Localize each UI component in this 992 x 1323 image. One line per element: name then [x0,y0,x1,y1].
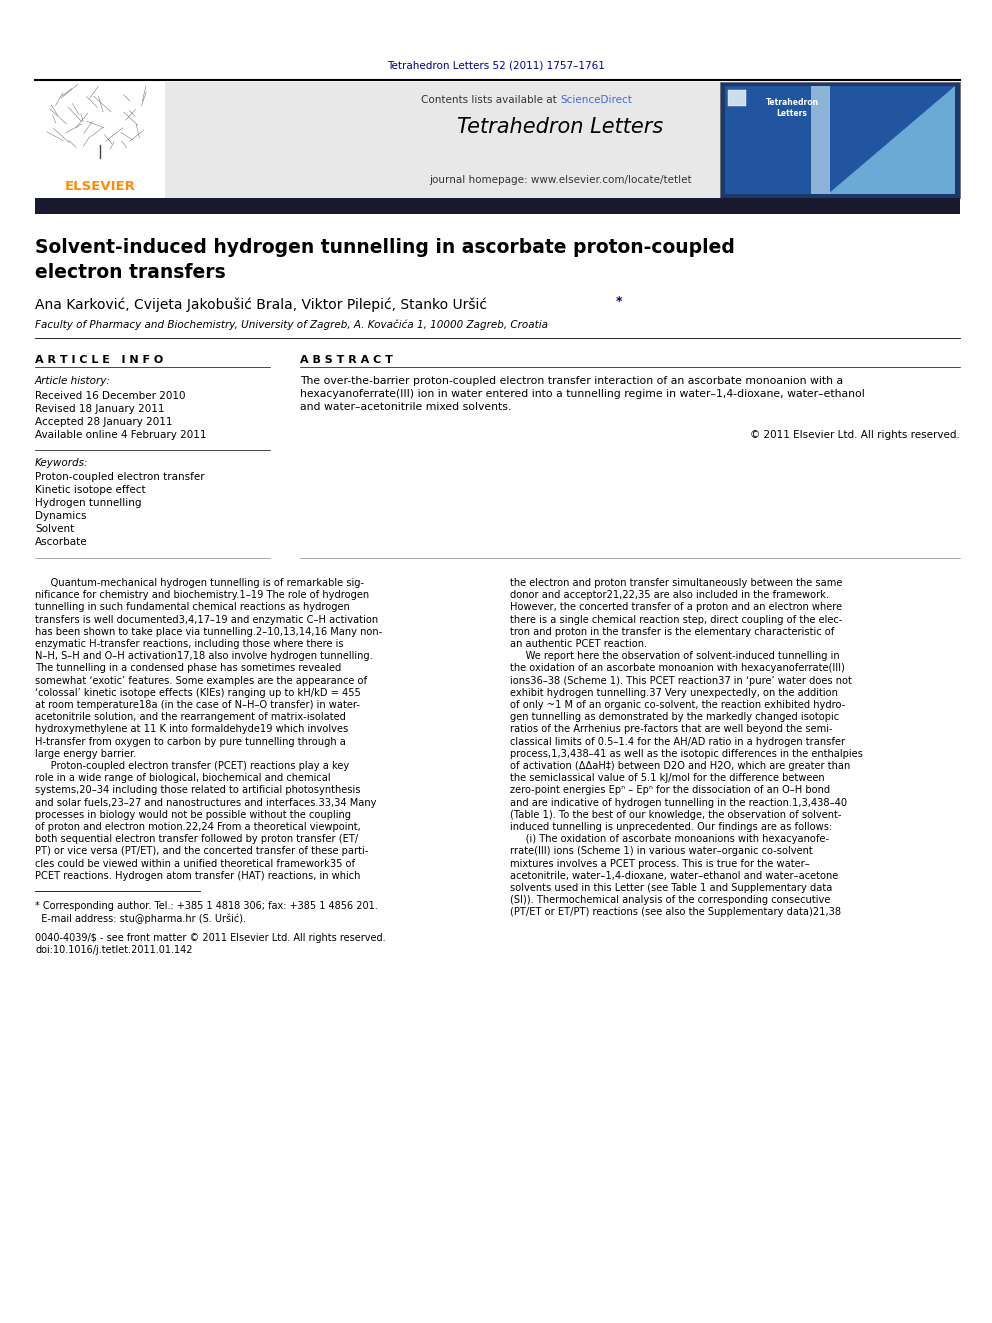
Text: solvents used in this Letter (see Table 1 and Supplementary data: solvents used in this Letter (see Table … [510,882,832,893]
Bar [35,82,960,198]
Text: (Table 1). To the best of our knowledge, the observation of solvent-: (Table 1). To the best of our knowledge,… [510,810,841,820]
Text: exhibit hydrogen tunnelling.37 Very unexpectedly, on the addition: exhibit hydrogen tunnelling.37 Very unex… [510,688,838,697]
Text: induced tunnelling is unprecedented. Our findings are as follows:: induced tunnelling is unprecedented. Our… [510,822,832,832]
Text: ScienceDirect: ScienceDirect [560,95,632,106]
Text: (PT/ET or ET/PT) reactions (see also the Supplementary data)21,38: (PT/ET or ET/PT) reactions (see also the… [510,908,841,917]
Text: processes in biology would not be possible without the coupling: processes in biology would not be possib… [35,810,351,820]
Text: Faculty of Pharmacy and Biochemistry, University of Zagreb, A. Kovačića 1, 10000: Faculty of Pharmacy and Biochemistry, Un… [35,320,548,331]
Bar [35,198,960,214]
Text: Tetrahedron Letters: Tetrahedron Letters [457,116,663,136]
Text: the oxidation of an ascorbate monoanion with hexacyanoferrate(III): the oxidation of an ascorbate monoanion … [510,663,845,673]
Text: (i) The oxidation of ascorbate monoanions with hexacyanofe-: (i) The oxidation of ascorbate monoanion… [510,835,829,844]
Text: Solvent: Solvent [35,524,74,534]
Text: donor and acceptor21,22,35 are also included in the framework.: donor and acceptor21,22,35 are also incl… [510,590,829,601]
Text: * Corresponding author. Tel.: +385 1 4818 306; fax: +385 1 4856 201.: * Corresponding author. Tel.: +385 1 481… [35,901,378,912]
Text: role in a wide range of biological, biochemical and chemical: role in a wide range of biological, bioc… [35,773,330,783]
Text: of proton and electron motion.22,24 From a theoretical viewpoint,: of proton and electron motion.22,24 From… [35,822,361,832]
Text: mixtures involves a PCET process. This is true for the water–: mixtures involves a PCET process. This i… [510,859,809,869]
Text: electron transfers: electron transfers [35,263,226,282]
Text: tunnelling in such fundamental chemical reactions as hydrogen: tunnelling in such fundamental chemical … [35,602,350,613]
Text: and water–acetonitrile mixed solvents.: and water–acetonitrile mixed solvents. [300,402,511,411]
Text: Ana Karković, Cvijeta Jakobušić Brala, Viktor Pilepić, Stanko Uršić: Ana Karković, Cvijeta Jakobušić Brala, V… [35,298,487,312]
Text: 0040-4039/$ - see front matter © 2011 Elsevier Ltd. All rights reserved.: 0040-4039/$ - see front matter © 2011 El… [35,933,386,943]
Text: gen tunnelling as demonstrated by the markedly changed isotopic: gen tunnelling as demonstrated by the ma… [510,712,839,722]
Text: of only ~1 M of an organic co-solvent, the reaction exhibited hydro-: of only ~1 M of an organic co-solvent, t… [510,700,845,710]
Text: Contents lists available at: Contents lists available at [421,95,560,106]
Text: enzymatic H-transfer reactions, including those where there is: enzymatic H-transfer reactions, includin… [35,639,343,650]
Text: acetonitrile, water–1,4-dioxane, water–ethanol and water–acetone: acetonitrile, water–1,4-dioxane, water–e… [510,871,838,881]
Text: (SI)). Thermochemical analysis of the corresponding consecutive: (SI)). Thermochemical analysis of the co… [510,896,830,905]
Text: Tetrahedron Letters 52 (2011) 1757–1761: Tetrahedron Letters 52 (2011) 1757–1761 [387,60,605,70]
Text: © 2011 Elsevier Ltd. All rights reserved.: © 2011 Elsevier Ltd. All rights reserved… [750,430,960,441]
Text: Solvent-induced hydrogen tunnelling in ascorbate proton-coupled: Solvent-induced hydrogen tunnelling in a… [35,238,735,257]
Text: N–H, S–H and O–H activation17,18 also involve hydrogen tunnelling.: N–H, S–H and O–H activation17,18 also in… [35,651,373,662]
Text: transfers is well documented3,4,17–19 and enzymatic C–H activation: transfers is well documented3,4,17–19 an… [35,615,378,624]
Text: PT) or vice versa (PT/ET), and the concerted transfer of these parti-: PT) or vice versa (PT/ET), and the conce… [35,847,368,856]
Text: ratios of the Arrhenius pre-factors that are well beyond the semi-: ratios of the Arrhenius pre-factors that… [510,725,832,734]
Text: somewhat ‘exotic’ features. Some examples are the appearance of: somewhat ‘exotic’ features. Some example… [35,676,367,685]
Text: The tunnelling in a condensed phase has sometimes revealed: The tunnelling in a condensed phase has … [35,663,341,673]
Text: The over-the-barrier proton-coupled electron transfer interaction of an ascorbat: The over-the-barrier proton-coupled elec… [300,376,843,386]
Bar [35,82,165,198]
Text: Article history:: Article history: [35,376,111,386]
Text: at room temperature18a (in the case of N–H–O transfer) in water-: at room temperature18a (in the case of N… [35,700,360,710]
Text: tron and proton in the transfer is the elementary characteristic of: tron and proton in the transfer is the e… [510,627,834,636]
Text: Proton-coupled electron transfer (PCET) reactions play a key: Proton-coupled electron transfer (PCET) … [35,761,349,771]
Text: A R T I C L E   I N F O: A R T I C L E I N F O [35,355,164,365]
Bar [811,86,830,194]
Text: Hydrogen tunnelling: Hydrogen tunnelling [35,497,142,508]
Text: and are indicative of hydrogen tunnelling in the reaction.1,3,438–40: and are indicative of hydrogen tunnellin… [510,798,847,807]
Text: of activation (ΔΔaH‡) between D2O and H2O, which are greater than: of activation (ΔΔaH‡) between D2O and H2… [510,761,850,771]
Text: hexacyanoferrate(III) ion in water entered into a tunnelling regime in water–1,4: hexacyanoferrate(III) ion in water enter… [300,389,865,400]
Text: there is a single chemical reaction step, direct coupling of the elec-: there is a single chemical reaction step… [510,615,842,624]
Text: zero-point energies Epⁿ – Epⁿ for the dissociation of an O–H bond: zero-point energies Epⁿ – Epⁿ for the di… [510,786,830,795]
Text: E-mail address: stu@pharma.hr (S. Uršić).: E-mail address: stu@pharma.hr (S. Uršić)… [35,914,246,925]
Text: Dynamics: Dynamics [35,511,86,521]
Text: However, the concerted transfer of a proton and an electron where: However, the concerted transfer of a pro… [510,602,842,613]
Text: the electron and proton transfer simultaneously between the same: the electron and proton transfer simulta… [510,578,842,587]
Text: ELSEVIER: ELSEVIER [64,180,136,193]
Text: systems,20–34 including those related to artificial photosynthesis: systems,20–34 including those related to… [35,786,360,795]
Text: Keywords:: Keywords: [35,458,88,468]
Text: *: * [615,295,622,308]
Text: doi:10.1016/j.tetlet.2011.01.142: doi:10.1016/j.tetlet.2011.01.142 [35,945,192,955]
Text: and solar fuels,23–27 and nanostructures and interfaces.33,34 Many: and solar fuels,23–27 and nanostructures… [35,798,377,807]
Text: nificance for chemistry and biochemistry.1–19 The role of hydrogen: nificance for chemistry and biochemistry… [35,590,369,601]
Bar [725,86,955,194]
Text: cles could be viewed within a unified theoretical framework35 of: cles could be viewed within a unified th… [35,859,355,869]
Text: A B S T R A C T: A B S T R A C T [300,355,393,365]
Text: Received 16 December 2010: Received 16 December 2010 [35,392,186,401]
Text: large energy barrier.: large energy barrier. [35,749,136,759]
Text: classical limits of 0.5–1.4 for the AH/AD ratio in a hydrogen transfer: classical limits of 0.5–1.4 for the AH/A… [510,737,845,746]
Text: journal homepage: www.elsevier.com/locate/tetlet: journal homepage: www.elsevier.com/locat… [429,175,691,185]
Text: both sequential electron transfer followed by proton transfer (ET/: both sequential electron transfer follow… [35,835,358,844]
Text: Revised 18 January 2011: Revised 18 January 2011 [35,404,165,414]
Text: Available online 4 February 2011: Available online 4 February 2011 [35,430,206,441]
Text: ‘colossal’ kinetic isotope effects (KIEs) ranging up to kH/kD = 455: ‘colossal’ kinetic isotope effects (KIEs… [35,688,361,697]
Text: acetonitrile solution, and the rearrangement of matrix-isolated: acetonitrile solution, and the rearrange… [35,712,346,722]
Text: the semiclassical value of 5.1 kJ/mol for the difference between: the semiclassical value of 5.1 kJ/mol fo… [510,773,824,783]
Text: hydroxymethylene at 11 K into formaldehyde19 which involves: hydroxymethylene at 11 K into formaldehy… [35,725,348,734]
Bar [728,90,746,106]
Text: an authentic PCET reaction.: an authentic PCET reaction. [510,639,647,650]
Text: rrate(III) ions (Scheme 1) in various water–organic co-solvent: rrate(III) ions (Scheme 1) in various wa… [510,847,812,856]
Text: Proton-coupled electron transfer: Proton-coupled electron transfer [35,472,204,482]
Text: Tetrahedron
Letters: Tetrahedron Letters [766,98,818,118]
Text: Accepted 28 January 2011: Accepted 28 January 2011 [35,417,173,427]
Text: process,1,3,438–41 as well as the isotopic differences in the enthalpies: process,1,3,438–41 as well as the isotop… [510,749,863,759]
Text: ions36–38 (Scheme 1). This PCET reaction37 in ‘pure’ water does not: ions36–38 (Scheme 1). This PCET reaction… [510,676,852,685]
Text: PCET reactions. Hydrogen atom transfer (HAT) reactions, in which: PCET reactions. Hydrogen atom transfer (… [35,871,360,881]
Text: Kinetic isotope effect: Kinetic isotope effect [35,486,146,495]
Polygon shape [828,86,955,194]
Text: H-transfer from oxygen to carbon by pure tunnelling through a: H-transfer from oxygen to carbon by pure… [35,737,346,746]
Text: has been shown to take place via tunnelling.2–10,13,14,16 Many non-: has been shown to take place via tunnell… [35,627,382,636]
Text: We report here the observation of solvent-induced tunnelling in: We report here the observation of solven… [510,651,839,662]
Bar [720,82,960,198]
Text: Quantum-mechanical hydrogen tunnelling is of remarkable sig-: Quantum-mechanical hydrogen tunnelling i… [35,578,364,587]
Text: Ascorbate: Ascorbate [35,537,87,546]
